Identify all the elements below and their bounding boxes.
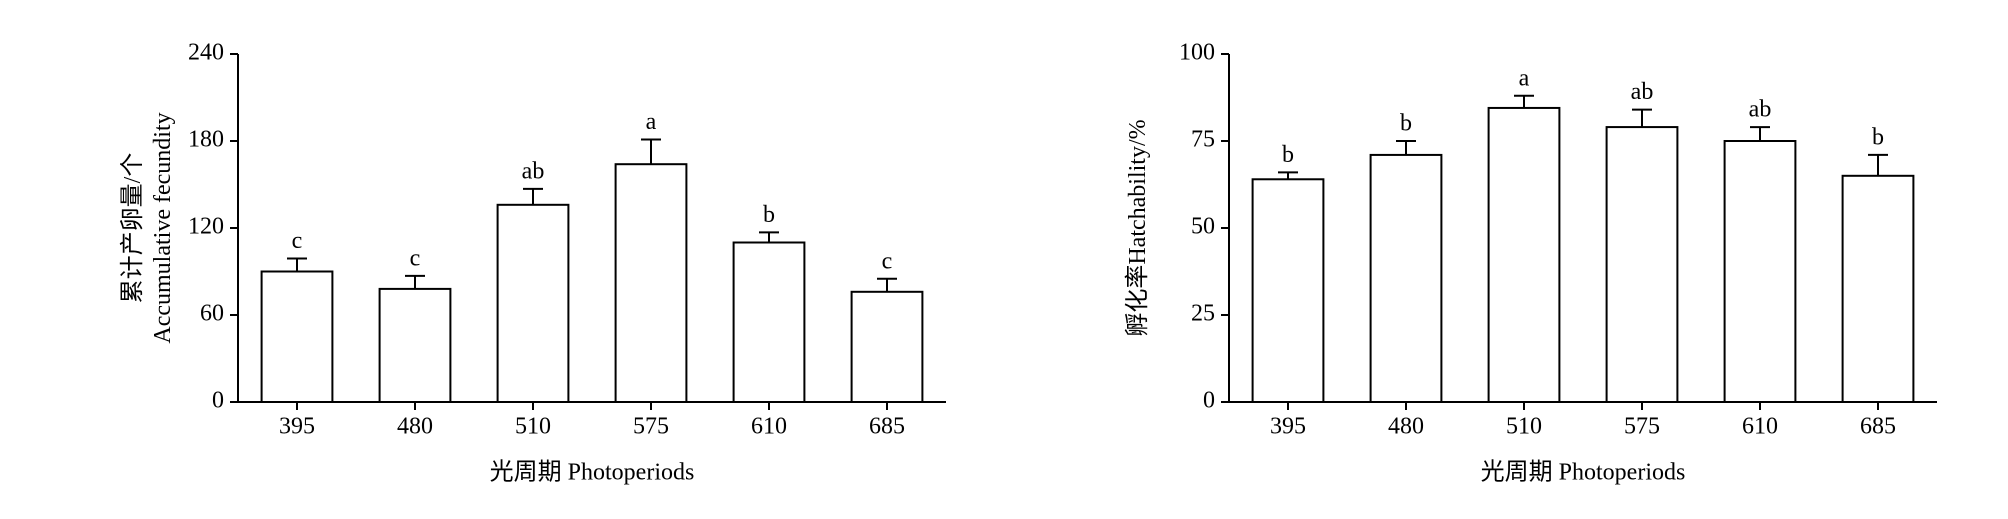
significance-label: b (763, 202, 775, 228)
x-tick-label: 685 (1860, 414, 1896, 440)
bar (1369, 153, 1443, 403)
bar (1723, 140, 1797, 403)
significance-label: c (882, 248, 893, 274)
bar (732, 241, 806, 403)
significance-label: b (1282, 142, 1294, 168)
bar (1841, 174, 1915, 403)
significance-label: b (1400, 111, 1412, 137)
y-tick-label: 240 (188, 40, 224, 66)
x-tick-label: 395 (1270, 414, 1306, 440)
significance-label: c (410, 245, 421, 271)
bar (1605, 126, 1679, 404)
y-tick-label: 120 (188, 214, 224, 240)
significance-label: b (1872, 124, 1884, 150)
y-tick-label: 100 (1179, 40, 1215, 66)
y-tick-label: 50 (1191, 214, 1215, 240)
y-tick-label: 0 (212, 388, 224, 414)
x-tick-label: 575 (633, 414, 669, 440)
x-tick-label: 510 (515, 414, 551, 440)
x-tick-label: 575 (1624, 414, 1660, 440)
significance-label: a (646, 109, 657, 135)
x-tick-label: 395 (279, 414, 315, 440)
y-tick-label: 25 (1191, 301, 1215, 327)
y-tick-label: 180 (188, 127, 224, 153)
y-axis-label-part: 孵化率 (1124, 265, 1151, 337)
x-tick-label: 480 (397, 414, 433, 440)
x-tick-label: 610 (751, 414, 787, 440)
y-axis-label-part: 累计产卵量/个 (119, 153, 146, 304)
x-axis-label: 光周期 Photoperiods (1481, 459, 1686, 486)
x-axis-label: 光周期 Photoperiods (490, 459, 695, 486)
bar (378, 287, 452, 403)
y-tick-label: 75 (1191, 127, 1215, 153)
significance-label: a (1519, 65, 1530, 91)
bar (850, 290, 924, 403)
bar (260, 270, 334, 403)
x-tick-label: 510 (1506, 414, 1542, 440)
y-axis-label-part: Accumulative fecundity (150, 112, 176, 343)
significance-label: ab (522, 158, 545, 184)
bar (1487, 106, 1561, 403)
y-axis-label: 累计产卵量/个 Accumulative fecundity (119, 112, 176, 343)
significance-label: ab (1749, 97, 1772, 123)
bar (496, 203, 570, 403)
y-axis-label-part: Hatchability/% (1125, 119, 1151, 264)
x-tick-label: 685 (869, 414, 905, 440)
x-tick-label: 480 (1388, 414, 1424, 440)
x-tick-label: 610 (1742, 414, 1778, 440)
bar (1251, 178, 1325, 403)
significance-label: c (292, 228, 303, 254)
significance-label: ab (1631, 79, 1654, 105)
y-axis-label: 孵化率Hatchability/% (1124, 119, 1151, 336)
y-tick-label: 0 (1203, 388, 1215, 414)
bar (614, 163, 688, 403)
y-tick-label: 60 (200, 301, 224, 327)
